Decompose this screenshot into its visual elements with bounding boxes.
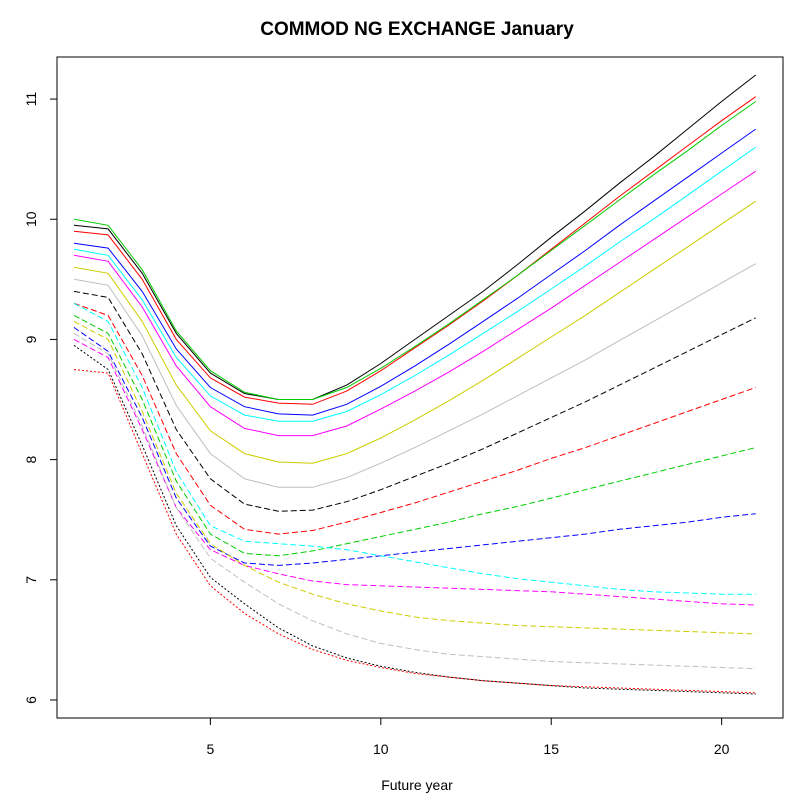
series-line	[73, 170, 756, 437]
x-tick-label: 15	[543, 741, 559, 757]
series-layer	[73, 74, 757, 695]
y-tick-label: 6	[23, 696, 39, 704]
y-tick-label: 10	[23, 211, 39, 227]
series-line	[73, 128, 756, 416]
series-line	[73, 344, 756, 695]
x-axis-title: Future year	[381, 777, 453, 793]
x-tick-label: 5	[206, 741, 214, 757]
series-line	[73, 74, 757, 400]
y-tick-label: 11	[23, 92, 39, 107]
series-line	[73, 101, 756, 400]
series-line	[73, 200, 756, 464]
series-line	[73, 314, 756, 557]
series-line	[73, 302, 756, 595]
x-tick-label: 10	[373, 741, 389, 757]
y-tick-label: 8	[23, 456, 39, 464]
series-line	[73, 290, 756, 512]
y-tick-label: 9	[23, 335, 39, 343]
x-tick-label: 20	[714, 741, 730, 757]
series-line	[73, 263, 756, 488]
chart-title: COMMOD NG EXCHANGE January	[260, 19, 574, 40]
y-tick-label: 7	[23, 576, 39, 584]
series-line	[73, 332, 756, 670]
series-line	[73, 320, 756, 635]
series-line	[73, 326, 756, 566]
x-axis: 5 10 15 20	[206, 717, 730, 757]
series-line	[73, 369, 756, 694]
y-axis: 6 7 8 9 10 11	[23, 92, 58, 704]
series-line	[73, 146, 756, 422]
series-line	[73, 338, 756, 606]
series-line	[73, 96, 756, 405]
series-line	[73, 302, 756, 535]
